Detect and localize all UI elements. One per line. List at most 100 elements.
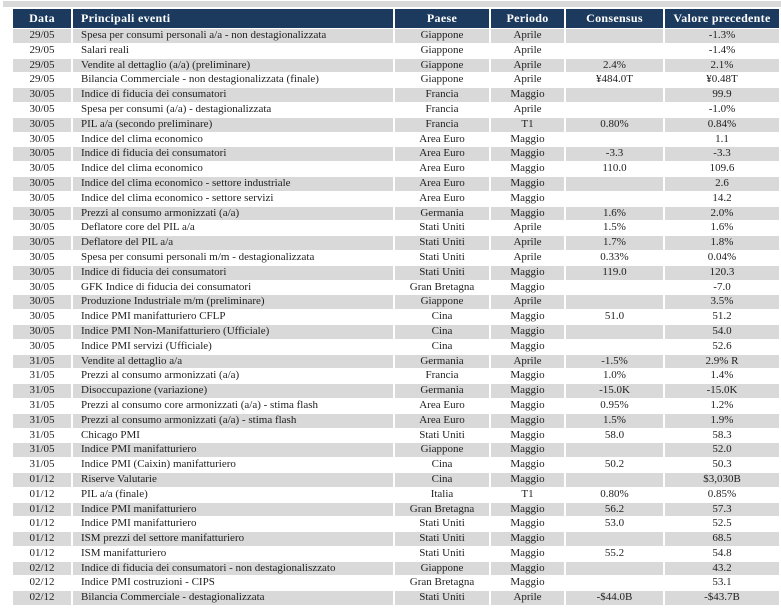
cell-period: Maggio — [490, 176, 566, 192]
cell-previous-value: -3.3 — [664, 146, 779, 163]
cell-date: 30/05 — [13, 117, 73, 133]
cell-consensus: 51.0 — [565, 309, 665, 325]
cell-date: 30/05 — [13, 220, 73, 237]
table-row: 31/05 Prezzi al consumo armonizzati (a/a… — [13, 368, 779, 385]
cell-country: Area Euro — [394, 398, 491, 414]
cell-event: Indice PMI manifatturiero — [72, 516, 395, 533]
cell-event: Indice PMI (Caixin) manifatturiero — [72, 457, 395, 473]
table-row: 01/12 Indice PMI manifatturiero Stati Un… — [13, 516, 779, 533]
table-row: 30/05 Indice del clima economico Area Eu… — [13, 132, 779, 148]
cell-date: 01/12 — [13, 546, 73, 562]
cell-country: Giappone — [394, 43, 491, 59]
table-row: 29/05 Vendite al dettaglio (a/a) (prelim… — [13, 58, 779, 74]
column-header-paese: Paese — [394, 9, 491, 29]
cell-period: Maggio — [490, 561, 566, 577]
table-row: 29/05 Salari reali Giappone Aprile -1.4% — [13, 43, 779, 59]
table-body: 29/05 Spesa per consumi personali a/a - … — [13, 28, 779, 607]
cell-date: 01/12 — [13, 531, 73, 547]
cell-period: Aprile — [490, 590, 566, 607]
cell-event: Bilancia Commerciale - non destagionaliz… — [72, 72, 395, 89]
cell-country: Gran Bretagna — [394, 575, 491, 592]
cell-previous-value: 43.2 — [664, 561, 779, 577]
cell-date: 31/05 — [13, 413, 73, 429]
table-row: 31/05 Indice PMI manifatturiero Giappone… — [13, 442, 779, 459]
cell-period: Maggio — [490, 457, 566, 473]
cell-previous-value: 1.8% — [664, 235, 779, 251]
cell-event: Spesa per consumi personali m/m - destag… — [72, 250, 395, 266]
cell-period: Aprile — [490, 250, 566, 266]
cell-date: 29/05 — [13, 43, 73, 59]
cell-consensus — [565, 294, 665, 311]
cell-date: 01/12 — [13, 487, 73, 503]
cell-country: Stati Uniti — [394, 250, 491, 266]
cell-period: Aprile — [490, 28, 566, 44]
cell-consensus: 1.6% — [565, 206, 665, 222]
table-row: 30/05 Indice di fiducia dei consumatori … — [13, 265, 779, 281]
cell-country: Stati Uniti — [394, 590, 491, 607]
cell-country: Giappone — [394, 561, 491, 577]
cell-date: 31/05 — [13, 354, 73, 370]
cell-country: Area Euro — [394, 176, 491, 192]
cell-date: 02/12 — [13, 575, 73, 592]
cell-date: 30/05 — [13, 102, 73, 118]
cell-date: 30/05 — [13, 339, 73, 355]
cell-country: Germania — [394, 383, 491, 399]
cell-date: 30/05 — [13, 146, 73, 163]
table-row: 31/05 Chicago PMI Stati Uniti Maggio 58.… — [13, 428, 779, 444]
cell-period: Maggio — [490, 191, 566, 207]
table-row: 31/05 Disoccupazione (variazione) German… — [13, 383, 779, 399]
cell-period: Maggio — [490, 502, 566, 518]
cell-event: Deflatore del PIL a/a — [72, 235, 395, 251]
cell-previous-value: ¥0.48T — [664, 72, 779, 89]
cell-date: 31/05 — [13, 428, 73, 444]
cell-previous-value: -1.4% — [664, 43, 779, 59]
cell-previous-value: 54.0 — [664, 324, 779, 340]
cell-country: Stati Uniti — [394, 531, 491, 547]
cell-consensus — [565, 176, 665, 192]
cell-consensus — [565, 102, 665, 118]
cell-consensus — [565, 575, 665, 592]
cell-period: Aprile — [490, 72, 566, 89]
cell-event: Indice di fiducia dei consumatori — [72, 265, 395, 281]
cell-country: Germania — [394, 206, 491, 222]
cell-period: Maggio — [490, 265, 566, 281]
cell-event: Indice di fiducia dei consumatori — [72, 87, 395, 103]
cell-consensus: 0.80% — [565, 117, 665, 133]
cell-period: Maggio — [490, 472, 566, 488]
cell-period: Maggio — [490, 339, 566, 355]
cell-date: 02/12 — [13, 561, 73, 577]
cell-previous-value: -1.0% — [664, 102, 779, 118]
cell-country: Stati Uniti — [394, 220, 491, 237]
column-header-periodo: Periodo — [490, 9, 566, 29]
cell-period: Maggio — [490, 575, 566, 592]
cell-date: 30/05 — [13, 191, 73, 207]
cell-country: Stati Uniti — [394, 235, 491, 251]
table-row: 01/12 Indice PMI manifatturiero Gran Bre… — [13, 502, 779, 518]
cell-previous-value: 58.3 — [664, 428, 779, 444]
cell-date: 30/05 — [13, 161, 73, 177]
table-row: 02/12 Bilancia Commerciale - destagional… — [13, 590, 779, 607]
table-row: 30/05 Deflatore del PIL a/a Stati Uniti … — [13, 235, 779, 251]
cell-consensus: 50.2 — [565, 457, 665, 473]
cell-event: Prezzi al consumo armonizzati (a/a) — [72, 368, 395, 385]
top-strip — [3, 1, 781, 7]
cell-date: 30/05 — [13, 206, 73, 222]
cell-period: Aprile — [490, 102, 566, 118]
table-row: 31/05 Prezzi al consumo core armonizzati… — [13, 398, 779, 414]
cell-previous-value: 1.2% — [664, 398, 779, 414]
cell-date: 30/05 — [13, 132, 73, 148]
table-row: 30/05 Deflatore core del PIL a/a Stati U… — [13, 220, 779, 237]
cell-previous-value: 1.4% — [664, 368, 779, 385]
cell-period: Maggio — [490, 383, 566, 399]
cell-date: 30/05 — [13, 250, 73, 266]
cell-event: Indice PMI servizi (Ufficiale) — [72, 339, 395, 355]
cell-event: Riserve Valutarie — [72, 472, 395, 488]
cell-event: Prezzi al consumo armonizzati (a/a) — [72, 206, 395, 222]
cell-previous-value: 3.5% — [664, 294, 779, 311]
cell-consensus — [565, 472, 665, 488]
table-row: 31/05 Prezzi al consumo armonizzati (a/a… — [13, 413, 779, 429]
cell-consensus: 1.7% — [565, 235, 665, 251]
cell-previous-value: 0.84% — [664, 117, 779, 133]
cell-period: Aprile — [490, 235, 566, 251]
cell-previous-value: 50.3 — [664, 457, 779, 473]
